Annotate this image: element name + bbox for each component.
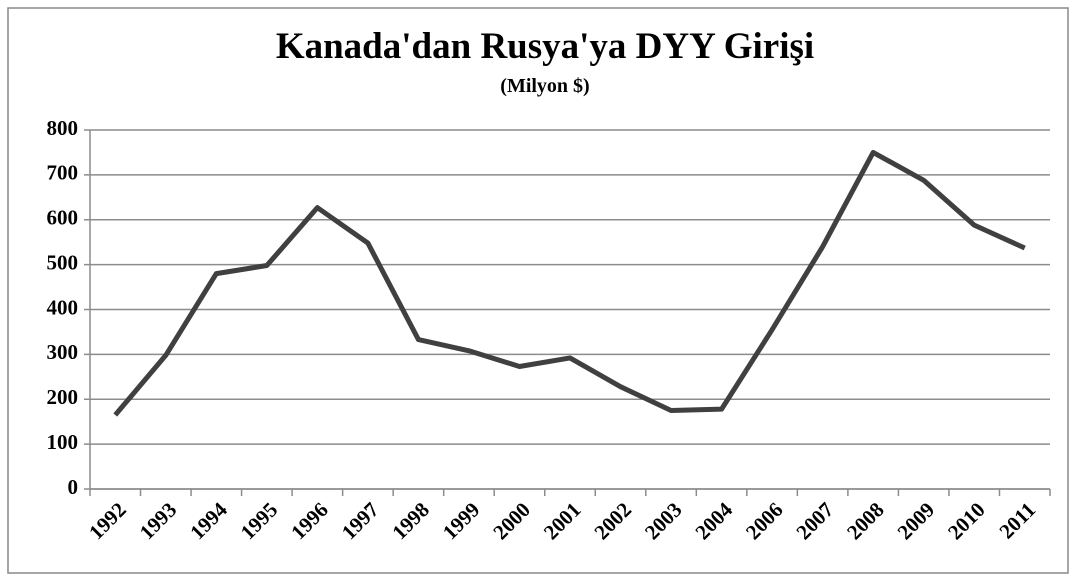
chart-subtitle: (Milyon $) bbox=[500, 75, 589, 97]
y-tick-label: 700 bbox=[47, 161, 79, 185]
y-tick-label: 0 bbox=[68, 475, 79, 499]
chart-title: Kanada'dan Rusya'ya DYY Girişi bbox=[276, 26, 814, 67]
y-tick-label: 400 bbox=[47, 295, 79, 319]
y-tick-label: 800 bbox=[47, 116, 79, 140]
chart-border bbox=[7, 7, 1069, 574]
y-tick-label: 600 bbox=[47, 206, 79, 230]
y-tick-label: 500 bbox=[47, 250, 79, 274]
y-tick-label: 300 bbox=[47, 340, 79, 364]
y-tick-label: 200 bbox=[47, 385, 79, 409]
line-series bbox=[113, 149, 1026, 417]
y-tick-label: 100 bbox=[47, 430, 79, 454]
